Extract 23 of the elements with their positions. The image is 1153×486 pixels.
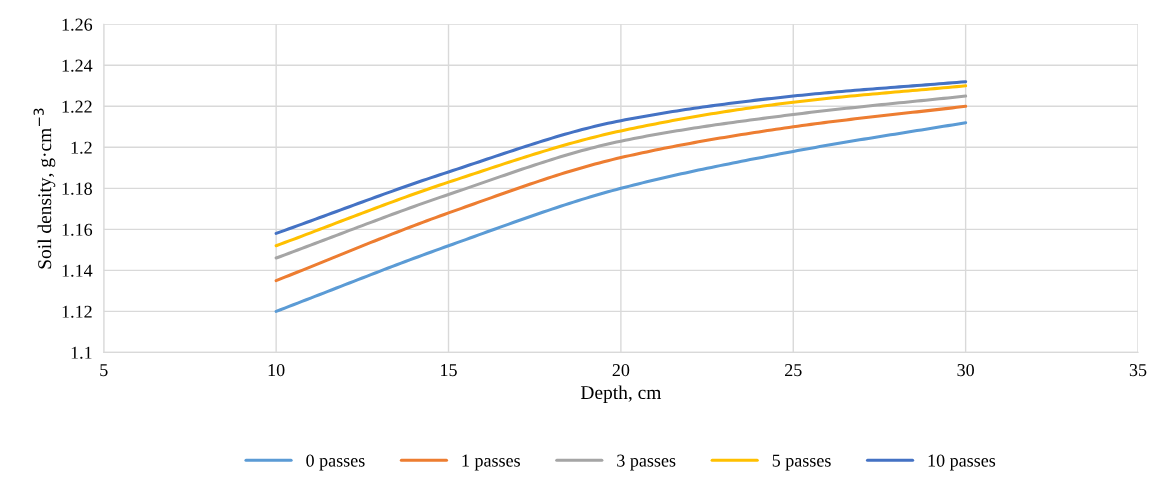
y-tick-label: 1.22: [62, 100, 92, 113]
x-tick-label: 20: [612, 363, 630, 377]
x-tick-label: 10: [268, 363, 285, 377]
legend-label: 0 passes: [306, 454, 365, 471]
y-tick-label: 1.16: [62, 223, 93, 236]
y-tick-label: 1.2: [71, 141, 92, 154]
y-tick-label: 1.12: [62, 305, 92, 318]
y-tick-label: 1.26: [62, 18, 93, 31]
legend-label: 5 passes: [772, 454, 831, 471]
y-tick-label: 1.24: [62, 59, 93, 72]
legend-label: 10 passes: [928, 454, 996, 471]
y-tick-label: 1.14: [62, 264, 93, 277]
x-tick-label: 30: [957, 363, 974, 377]
x-tick-label: 15: [441, 364, 457, 377]
y-tick-label: 1.18: [62, 182, 92, 195]
x-tick-label: 35: [1129, 364, 1147, 377]
y-axis-title: Soil density, g·cm$^{−3}$: [33, 108, 56, 269]
x-tick-label: 5: [100, 364, 108, 377]
x-tick-label: 25: [785, 364, 802, 377]
legend-label: 1 passes: [462, 454, 520, 471]
x-axis-title: Depth, cm: [580, 385, 662, 404]
y-tick-label: 1.1: [71, 346, 92, 359]
legend-label: 3 passes: [617, 454, 676, 471]
